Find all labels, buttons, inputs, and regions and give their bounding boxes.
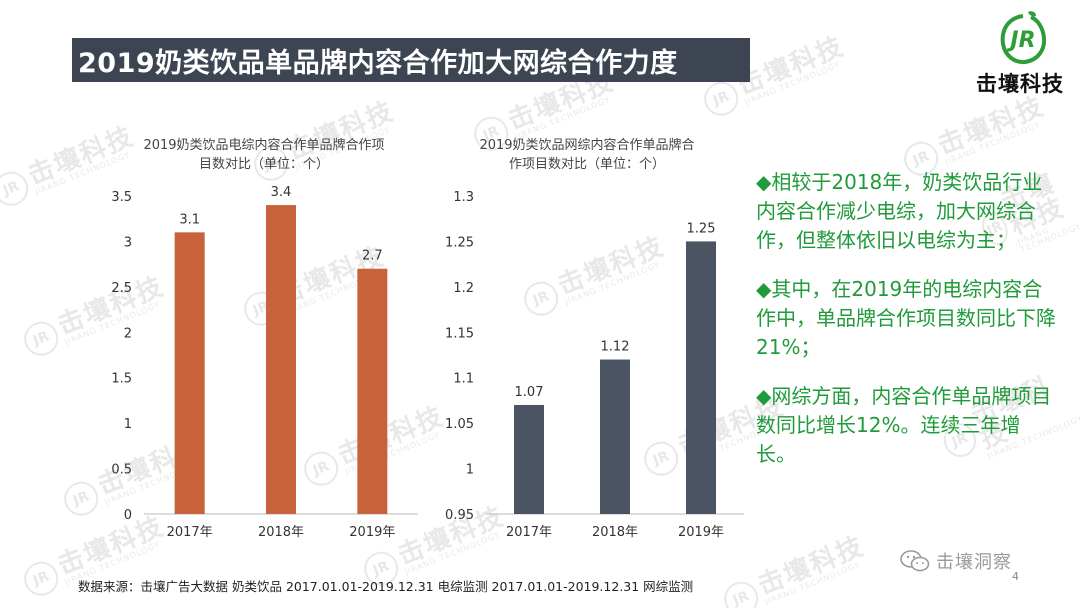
chart-right-title: 2019奶类饮品网综内容合作单品牌合 作项目数对比（单位：个）	[442, 136, 732, 174]
watermark-logo-icon: JR	[59, 476, 104, 521]
chart-right-title-line-2: 作项目数对比（单位：个）	[508, 157, 665, 172]
right-y-tick-label: 1.25	[445, 235, 474, 250]
wechat-label: 击壤洞察	[936, 552, 1012, 573]
left-y-tick-label: 0	[124, 508, 132, 523]
left-x-tick-label: 2018年	[258, 525, 304, 540]
bullet-item-2: ◆其中，在2019年的电综内容合作中，单品牌合作项目数同比下降21%；	[756, 277, 1056, 359]
right-x-tick-label: 2018年	[592, 525, 638, 540]
data-source: 数据来源：击壤广告大数据 奶类饮品 2017.01.01-2019.12.31 …	[78, 579, 694, 594]
chart-left: 2019奶类饮品电综内容合作单品牌合作项 目数对比（单位：个） 0 0.5 1 1.5…	[104, 132, 424, 552]
left-y-tick-label: 2	[124, 326, 132, 341]
right-y-tick-label: 1.2	[453, 281, 474, 296]
left-x-tick-label: 2019年	[349, 525, 395, 540]
left-bar-value-label: 3.4	[271, 185, 292, 200]
left-y-tick-label: 3.5	[111, 190, 132, 205]
left-bar-3	[357, 268, 388, 514]
left-y-tick-label: 0.5	[111, 463, 132, 478]
watermark-en: JIRANG TECHNOLOGY	[763, 560, 862, 607]
chart-right: 2019奶类饮品网综内容合作单品牌合 作项目数对比（单位：个） 0.95 1 1.0…	[442, 132, 752, 552]
watermark-logo-icon: JR	[699, 76, 744, 121]
wechat-icon	[900, 550, 930, 572]
chart-right-title-line-1: 2019奶类饮品网综内容合作单品牌合	[479, 138, 695, 153]
left-y-tick-label: 3	[124, 235, 132, 250]
logo-mark-letters: JR	[1006, 28, 1035, 53]
right-bar-value-label: 1.25	[687, 221, 716, 236]
right-y-tick-label: 1	[466, 463, 474, 478]
left-y-tick-label: 1.5	[111, 372, 132, 387]
chart-left-title-line-2: 目数对比（单位：个）	[198, 157, 329, 172]
right-y-tick-label: 1.1	[453, 372, 474, 387]
bullet-item-1: ◆相较于2018年，奶类饮品行业内容合作减少电综，加大网综合作，但整体依旧以电综…	[756, 170, 1043, 252]
right-x-tick-label: 2019年	[678, 525, 724, 540]
watermark-logo-icon: JR	[719, 576, 764, 608]
chart-left-title: 2019奶类饮品电综内容合作单品牌合作项 目数对比（单位：个）	[104, 136, 424, 174]
watermark-cn: 击壤科技	[733, 31, 849, 102]
right-bar-2	[600, 359, 630, 514]
right-bar-value-label: 1.12	[601, 340, 630, 355]
watermark-logo-icon: JR	[19, 556, 64, 601]
logo-mark-icon: JR	[1000, 11, 1047, 65]
brand-logo: JR 击壤科技	[974, 10, 1066, 96]
right-y-tick-label: 1.05	[445, 417, 474, 432]
bullet-item-3: ◆网综方面，内容合作单品牌项目数同比增长12%。连续三年增长。	[756, 384, 1052, 466]
right-y-tick-label: 0.95	[445, 508, 474, 523]
watermark-logo-icon: JR	[19, 316, 64, 361]
right-bar-1	[514, 404, 544, 514]
page-title: 2019奶类饮品单品牌内容合作加大网综合作力度	[78, 47, 678, 79]
left-bar-value-label: 3.1	[179, 212, 200, 227]
wechat-tag: 击壤洞察	[900, 548, 1012, 574]
left-bar-2	[266, 205, 296, 514]
logo-text: 击壤科技	[976, 72, 1064, 96]
right-bar-value-label: 1.07	[515, 385, 544, 400]
left-bar-1	[174, 232, 205, 514]
watermark-cn: 击壤科技	[933, 91, 1049, 162]
watermark-en: JIRANG TECHNOLOGY	[743, 60, 842, 107]
left-y-tick-label: 1	[124, 417, 132, 432]
chart-left-svg: 0 0.5 1 1.5 2 2.5 3 3.5 3.1 2017年 3.4 2018年 2.7 2019年	[111, 185, 418, 540]
right-y-tick-label: 1.15	[445, 326, 474, 341]
right-y-tick-label: 1.3	[453, 190, 474, 205]
chart-left-title-line-1: 2019奶类饮品电综内容合作单品牌合作项	[143, 138, 385, 153]
watermark-en: JIRANG TECHNOLOGY	[943, 120, 1042, 167]
page-number: 4	[1012, 570, 1019, 583]
title-bar: 2019奶类饮品单品牌内容合作加大网综合作力度	[72, 38, 750, 82]
summary-bullets: ◆相较于2018年，奶类饮品行业内容合作减少电综，加大网综合作，但整体依旧以电综…	[756, 168, 1056, 489]
left-bar-value-label: 2.7	[362, 249, 383, 264]
left-y-tick-label: 2.5	[111, 281, 132, 296]
watermark-logo-icon: JR	[0, 166, 34, 211]
right-bar-3	[686, 241, 716, 514]
watermark-cn: 击壤科技	[753, 531, 869, 602]
chart-right-svg: 0.95 1 1.05 1.1 1.15 1.2 1.25 1.3 1.07 2017年 1.12 2…	[445, 190, 744, 540]
left-x-tick-label: 2017年	[167, 525, 213, 540]
right-x-tick-label: 2017年	[506, 525, 552, 540]
